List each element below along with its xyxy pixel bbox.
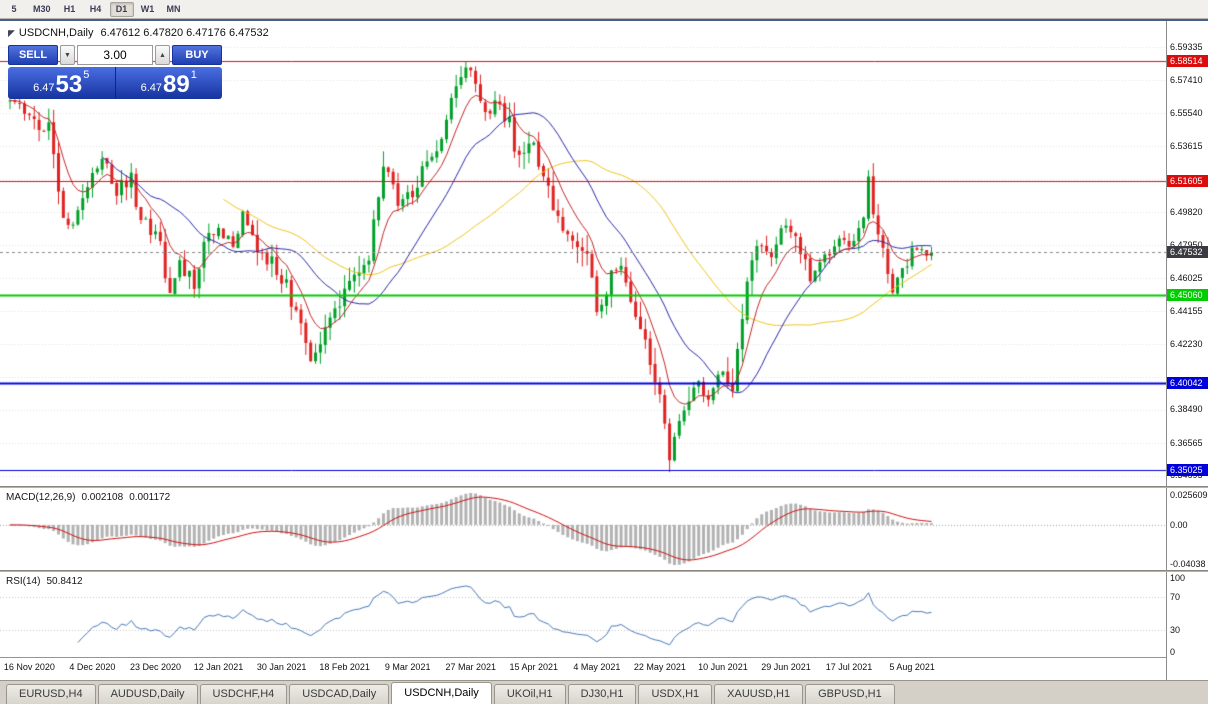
rsi-scale-label: 100 bbox=[1170, 573, 1186, 583]
price-level-badge: 6.51605 bbox=[1167, 175, 1208, 188]
chart-window: ◤ USDCNH,Daily 6.47612 6.47820 6.47176 6.4… bbox=[0, 19, 1208, 682]
chart-tab-usdcad-daily[interactable]: USDCAD,Daily bbox=[289, 684, 390, 704]
panel-splitter[interactable] bbox=[0, 486, 1208, 488]
macd-indicator-header: MACD(12,26,9) 0.002108 0.001172 bbox=[6, 492, 176, 503]
price-scale-label: 6.38490 bbox=[1170, 404, 1203, 415]
chart-tabs-bar: EURUSD,H4 AUDUSD,Daily USDCHF,H4 USDCAD,Dai… bbox=[0, 680, 1208, 704]
sell-price-main: 53 bbox=[55, 71, 83, 98]
rsi-label: RSI(14) bbox=[6, 576, 41, 587]
timeframe-button-d1[interactable]: D1 bbox=[109, 1, 134, 17]
main-chart-canvas[interactable] bbox=[0, 22, 1166, 486]
timeframe-button-m30[interactable]: M30 bbox=[28, 2, 56, 17]
chart-symbol-period: USDCNH,Daily bbox=[18, 27, 94, 39]
date-label: 27 Mar 2021 bbox=[445, 662, 497, 672]
one-click-trading-panel: SELL ▼ ▲ BUY 6.47 53 5 6.47 89 1 bbox=[8, 45, 222, 99]
volume-increase-button[interactable]: ▲ bbox=[155, 45, 170, 65]
price-scale-label: 6.57410 bbox=[1170, 75, 1203, 86]
timeframe-button-h4[interactable]: H4 bbox=[84, 2, 108, 17]
macd-value-main: 0.002108 bbox=[81, 492, 124, 503]
buy-button[interactable]: BUY bbox=[172, 45, 222, 65]
price-scale-label: 6.55540 bbox=[1170, 107, 1203, 118]
chart-tab-usdchf-h4[interactable]: USDCHF,H4 bbox=[199, 684, 288, 704]
rsi-scale-label: 30 bbox=[1170, 625, 1181, 636]
chart-tab-gbpusd-h1[interactable]: GBPUSD,H1 bbox=[805, 684, 895, 704]
chart-ohlc-values: 6.47612 6.47820 6.47176 6.47532 bbox=[100, 27, 269, 39]
macd-scale-zero: 0.00 bbox=[1170, 519, 1188, 530]
sell-price-display[interactable]: 6.47 53 5 bbox=[8, 67, 116, 99]
date-label: 12 Jan 2021 bbox=[193, 662, 244, 672]
trade-controls-row: SELL ▼ ▲ BUY bbox=[8, 45, 222, 65]
chart-tab-dj30-h1[interactable]: DJ30,H1 bbox=[567, 684, 637, 704]
price-scale-label: 6.42230 bbox=[1170, 339, 1203, 350]
price-level-badge: 6.35025 bbox=[1167, 463, 1208, 476]
date-label: 15 Apr 2021 bbox=[509, 662, 559, 672]
rsi-value: 50.8412 bbox=[46, 576, 83, 587]
volume-decrease-button[interactable]: ▼ bbox=[60, 45, 75, 65]
rsi-scale-label: 0 bbox=[1170, 647, 1176, 657]
rsi-indicator-header: RSI(14) 50.8412 bbox=[6, 576, 89, 587]
price-level-badge: 6.40042 bbox=[1167, 376, 1208, 389]
sell-price-pip: 5 bbox=[83, 69, 90, 81]
price-level-badge: 6.45060 bbox=[1167, 289, 1208, 302]
date-label: 23 Dec 2020 bbox=[129, 662, 182, 672]
chart-tab-xauusd-h1[interactable]: XAUUSD,H1 bbox=[714, 684, 804, 704]
price-level-badge: 6.58514 bbox=[1167, 55, 1208, 68]
price-scale-label: 6.53615 bbox=[1170, 141, 1203, 152]
date-label: 22 May 2021 bbox=[633, 662, 686, 672]
buy-price-pip: 1 bbox=[190, 69, 197, 81]
volume-input[interactable] bbox=[77, 45, 153, 65]
chevron-up-icon: ▲ bbox=[159, 51, 166, 59]
price-scale-label: 6.46025 bbox=[1170, 273, 1203, 284]
chart-tab-eurusd-h4[interactable]: EURUSD,H4 bbox=[6, 684, 96, 704]
buy-price-main: 89 bbox=[163, 71, 190, 98]
date-label: 4 Dec 2020 bbox=[69, 662, 116, 672]
sell-price-prefix: 6.47 bbox=[33, 82, 55, 94]
timeframe-button-h1[interactable]: H1 bbox=[58, 2, 82, 17]
buy-price-prefix: 6.47 bbox=[140, 82, 163, 94]
date-label: 17 Jul 2021 bbox=[825, 662, 873, 672]
chart-header: ◤ USDCNH,Daily 6.47612 6.47820 6.47176 6.4… bbox=[8, 27, 269, 39]
current-price-badge: 6.47532 bbox=[1167, 246, 1208, 259]
macd-canvas[interactable] bbox=[0, 488, 1166, 570]
price-scale-label: 6.49820 bbox=[1170, 207, 1203, 218]
macd-scale-bottom: -0.04038 bbox=[1170, 559, 1206, 569]
trade-prices-row: 6.47 53 5 6.47 89 1 bbox=[8, 67, 222, 99]
macd-scale-top: 0.025609 bbox=[1170, 490, 1208, 500]
macd-label: MACD(12,26,9) bbox=[6, 492, 76, 503]
chart-tab-audusd-daily[interactable]: AUDUSD,Daily bbox=[97, 684, 198, 704]
price-scale-label: 6.36565 bbox=[1170, 437, 1203, 448]
buy-price-display[interactable]: 6.47 89 1 bbox=[115, 67, 222, 99]
timeframe-button-mn[interactable]: MN bbox=[162, 2, 186, 17]
date-label: 18 Feb 2021 bbox=[319, 662, 370, 672]
time-axis[interactable]: 16 Nov 2020 4 Dec 2020 23 Dec 2020 12 Jan 2… bbox=[0, 657, 1166, 682]
rsi-scale-label: 70 bbox=[1170, 591, 1181, 602]
price-scale-label: 6.47950 bbox=[1170, 239, 1203, 250]
date-label: 9 Mar 2021 bbox=[384, 662, 431, 672]
date-label: 16 Nov 2020 bbox=[3, 662, 55, 672]
price-scale-label: 6.59335 bbox=[1170, 42, 1203, 52]
sell-button[interactable]: SELL bbox=[8, 45, 58, 65]
date-label: 10 Jun 2021 bbox=[698, 662, 748, 672]
timeframe-button-w1[interactable]: W1 bbox=[136, 2, 160, 17]
macd-value-signal: 0.001172 bbox=[129, 492, 171, 503]
timeframe-toolbar: 5 M30 H1 H4 D1 W1 MN bbox=[0, 0, 1208, 19]
date-label: 5 Aug 2021 bbox=[889, 662, 935, 672]
timeframe-button-5[interactable]: 5 bbox=[2, 2, 26, 17]
date-label: 4 May 2021 bbox=[573, 662, 621, 672]
chart-tab-usdx-h1[interactable]: USDX,H1 bbox=[638, 684, 713, 704]
price-scale-label: 6.44155 bbox=[1170, 305, 1203, 316]
panel-splitter[interactable] bbox=[0, 570, 1208, 572]
rsi-canvas[interactable] bbox=[0, 572, 1166, 657]
date-label: 29 Jun 2021 bbox=[761, 662, 811, 672]
chart-corner-icon: ◤ bbox=[8, 28, 15, 38]
chart-tab-ukoil-h1[interactable]: UKOil,H1 bbox=[493, 684, 566, 704]
chevron-down-icon: ▼ bbox=[64, 51, 71, 59]
chart-tab-usdcnh-daily[interactable]: USDCNH,Daily bbox=[391, 682, 492, 704]
date-label: 30 Jan 2021 bbox=[256, 662, 307, 672]
